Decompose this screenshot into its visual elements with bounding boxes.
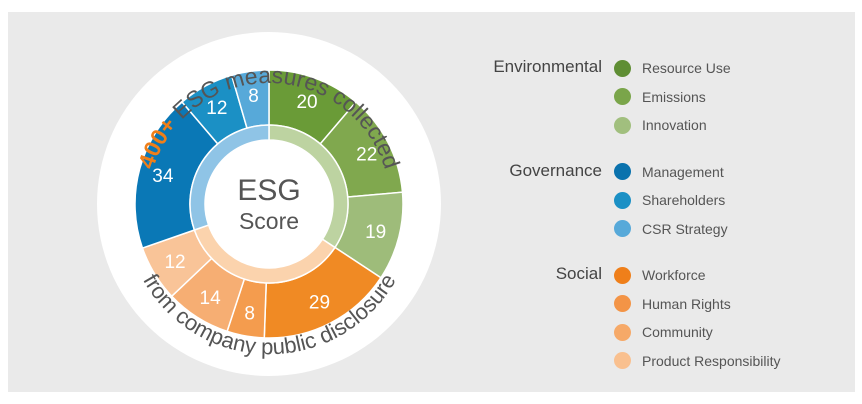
segment-value-label: 12 [164,252,185,273]
segment-value-label: 19 [365,222,386,243]
segment-value-label: 22 [356,145,377,166]
segment-value-label: 20 [296,92,317,113]
center-title: ESG [237,174,300,207]
center-hub [205,140,333,268]
segment-value-label: 8 [244,303,255,324]
segment-value-label: 34 [152,166,174,187]
center-subtitle: Score [239,208,299,234]
segment-value-label: 29 [309,293,330,314]
segment-value-labels: 20 22 19 29 8 14 12 34 12 8 [152,86,386,324]
segment-value-label: 14 [200,288,222,309]
segment-value-label: 12 [206,98,227,119]
segment-value-label: 8 [248,86,259,107]
